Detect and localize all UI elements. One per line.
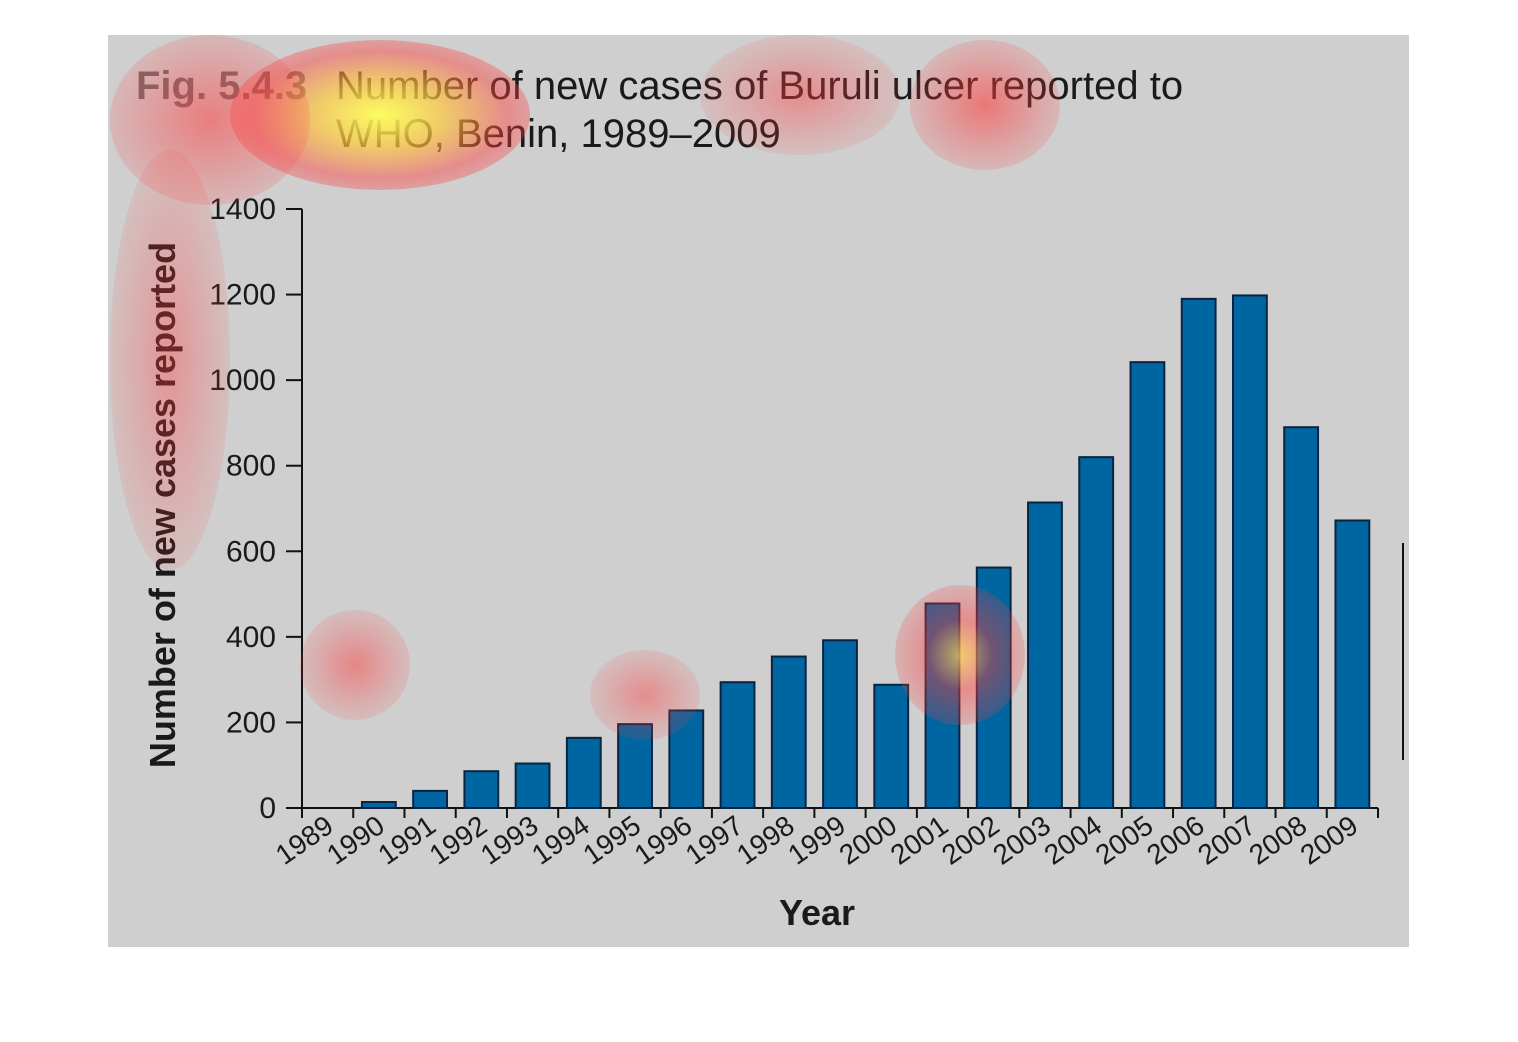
y-tick-label: 0 — [259, 792, 276, 825]
bar — [617, 723, 653, 810]
bar — [360, 801, 397, 810]
bar — [719, 681, 756, 810]
y-tick-label: 800 — [226, 450, 276, 483]
bar — [1078, 456, 1115, 809]
bar — [463, 770, 500, 809]
bar — [975, 566, 1012, 810]
bar — [514, 762, 551, 810]
bar — [565, 736, 602, 809]
y-tick-label: 600 — [226, 535, 276, 568]
x-axis: 1989199019911992199319941995199619971998… — [270, 807, 1379, 871]
y-tick-label: 1400 — [209, 193, 276, 226]
bar — [1180, 297, 1217, 809]
x-axis-title: Year — [779, 892, 855, 933]
bar — [1231, 294, 1268, 810]
bar — [668, 709, 705, 809]
bar — [1283, 426, 1320, 809]
bar — [1334, 519, 1371, 809]
bar — [924, 602, 961, 810]
bar — [822, 639, 858, 810]
y-tick-label: 200 — [226, 706, 276, 739]
y-axis-title: Number of new cases reported — [142, 242, 183, 768]
y-axis: 0 200 400 600 800 1000 1200 1400 — [209, 193, 303, 825]
y-tick-label: 400 — [226, 621, 276, 654]
bar — [873, 683, 910, 810]
x-tick-label: 2009 — [1295, 810, 1364, 871]
bar — [1027, 501, 1063, 809]
bar — [1129, 361, 1166, 809]
bar — [770, 655, 807, 809]
bar — [412, 789, 449, 810]
y-tick-label: 1200 — [209, 279, 276, 312]
bars — [360, 294, 1371, 810]
y-tick-label: 1000 — [209, 364, 276, 397]
